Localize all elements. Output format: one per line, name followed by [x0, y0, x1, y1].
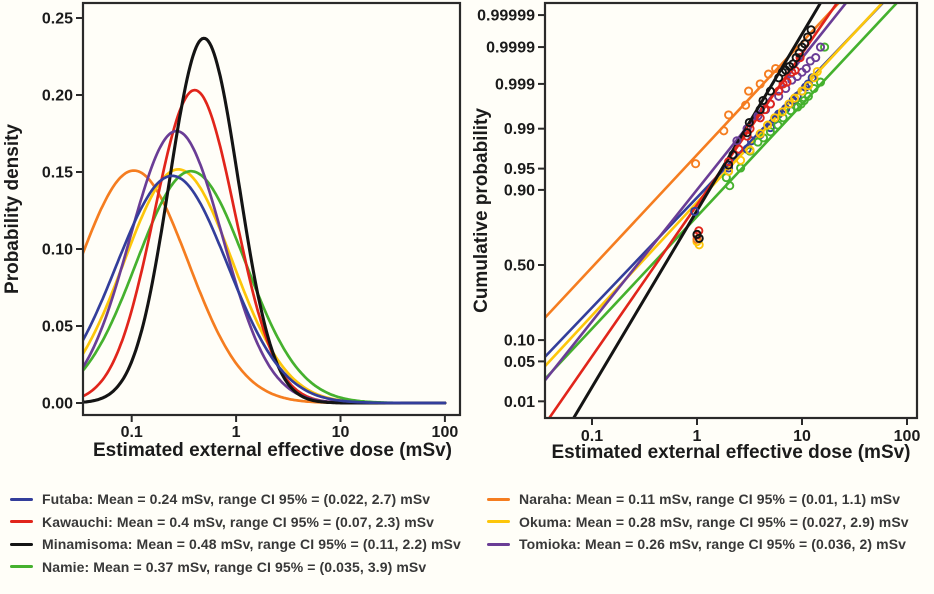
legend-label-tomioka: Tomioka: Mean = 0.26 mSv, range CI 95% =…	[519, 536, 907, 553]
svg-text:0.00: 0.00	[42, 396, 73, 413]
svg-text:0.10: 0.10	[42, 242, 73, 259]
svg-text:0.90: 0.90	[504, 182, 535, 199]
svg-text:0.10: 0.10	[504, 333, 535, 350]
svg-text:10: 10	[793, 428, 811, 445]
legend-swatch-kawauchi	[10, 520, 33, 524]
svg-text:0.05: 0.05	[42, 319, 73, 336]
svg-text:0.99999: 0.99999	[477, 8, 535, 25]
svg-text:0.20: 0.20	[42, 88, 73, 105]
legend-row-tomioka: Tomioka: Mean = 0.26 mSv, range CI 95% =…	[487, 533, 909, 556]
legend-swatch-namie	[10, 565, 33, 569]
figure-canvas: 0.1 1 10 100 0.00 0.05 0.10 0.15 0.20 0.25 Probabi…	[2, 1, 921, 463]
svg-text:0.50: 0.50	[504, 258, 535, 275]
qq-markers-okuma	[692, 66, 822, 250]
svg-text:0.9999: 0.9999	[486, 40, 535, 57]
legend-row-okuma: Okuma: Mean = 0.28 mSv, range CI 95% = (…	[487, 511, 909, 534]
legend-swatch-minamisoma	[10, 542, 33, 546]
legend-column-2: Naraha: Mean = 0.11 mSv, range CI 95% = …	[487, 488, 909, 556]
svg-text:0.1: 0.1	[121, 424, 143, 441]
svg-text:100: 100	[432, 424, 459, 441]
qq-markers-naraha	[691, 63, 781, 244]
legend-label-minamisoma: Minamisoma: Mean = 0.48 mSv, range CI 95…	[42, 536, 461, 553]
qq-markers-minamisoma	[692, 25, 816, 243]
svg-text:1: 1	[232, 424, 241, 441]
fit-line-tomioka	[546, 4, 847, 382]
svg-text:Estimated external effective d: Estimated external effective dose (mSv)	[551, 442, 910, 463]
fit-line-namie	[546, 4, 898, 380]
svg-text:1: 1	[693, 428, 702, 445]
svg-text:0.01: 0.01	[504, 394, 535, 411]
fit-lines	[546, 4, 898, 417]
svg-text:0.999: 0.999	[495, 76, 535, 93]
legend-label-naraha: Naraha: Mean = 0.11 mSv, range CI 95% = …	[519, 491, 901, 508]
density-curves	[84, 36, 447, 405]
legend-row-minamisoma: Minamisoma: Mean = 0.48 mSv, range CI 95…	[10, 533, 487, 556]
svg-text:0.95: 0.95	[504, 161, 535, 178]
density-curve-minamisoma	[84, 36, 447, 405]
legend-swatch-naraha	[487, 497, 510, 501]
legend-swatch-tomioka	[487, 542, 510, 546]
svg-text:10: 10	[332, 424, 350, 441]
svg-text:0.15: 0.15	[42, 165, 73, 182]
legend-row-naraha: Naraha: Mean = 0.11 mSv, range CI 95% = …	[487, 488, 909, 511]
legend-row-kawauchi: Kawauchi: Mean = 0.4 mSv, range CI 95% =…	[10, 511, 487, 534]
legend-column-1: Futaba: Mean = 0.24 mSv, range CI 95% = …	[10, 488, 487, 578]
fit-line-kawauchi	[548, 4, 838, 417]
cumulative-plot: 0.1 1 10 100 0.99999 0.9999 0.999 0.99 0.95 0.90 0…	[471, 1, 921, 463]
svg-text:Estimated external effective d: Estimated external effective dose (mSv)	[93, 440, 452, 461]
legend-label-kawauchi: Kawauchi: Mean = 0.4 mSv, range CI 95% =…	[42, 513, 435, 530]
svg-text:Probability density: Probability density	[2, 124, 23, 294]
svg-text:0.05: 0.05	[504, 354, 535, 371]
legend-label-okuma: Okuma: Mean = 0.28 mSv, range CI 95% = (…	[519, 513, 909, 530]
legend: Futaba: Mean = 0.24 mSv, range CI 95% = …	[10, 488, 909, 578]
density-curve-futaba	[84, 174, 447, 405]
svg-text:0.99: 0.99	[504, 121, 535, 138]
legend-label-futaba: Futaba: Mean = 0.24 mSv, range CI 95% = …	[42, 491, 431, 508]
fit-line-minamisoma	[572, 4, 822, 417]
legend-swatch-okuma	[487, 520, 510, 524]
legend-row-namie: Namie: Mean = 0.37 mSv, range CI 95% = (…	[10, 556, 487, 579]
svg-text:Cumulative probability: Cumulative probability	[471, 108, 492, 313]
legend-swatch-futaba	[10, 497, 33, 501]
legend-row-futaba: Futaba: Mean = 0.24 mSv, range CI 95% = …	[10, 488, 487, 511]
density-plot: 0.1 1 10 100 0.00 0.05 0.10 0.15 0.20 0.25 Probabi…	[2, 1, 462, 461]
svg-text:0.1: 0.1	[581, 428, 603, 445]
svg-text:100: 100	[894, 428, 921, 445]
svg-text:0.25: 0.25	[42, 11, 73, 28]
legend-label-namie: Namie: Mean = 0.37 mSv, range CI 95% = (…	[42, 558, 427, 575]
